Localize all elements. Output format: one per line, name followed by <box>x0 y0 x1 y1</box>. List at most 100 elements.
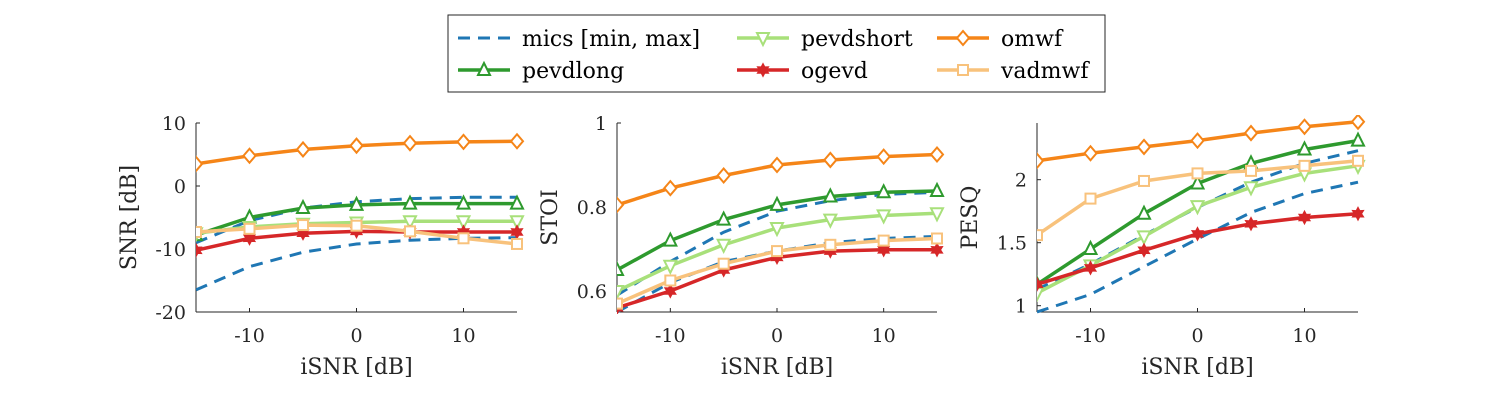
data-point-pevdlong <box>295 198 311 215</box>
legend-marker-pevdlong <box>476 60 492 76</box>
data-point-pevdshort <box>509 215 525 231</box>
data-point-pevdlong <box>617 260 625 276</box>
data-point-vadmwf <box>1037 229 1043 242</box>
panel-1: -10 0 10 -20 -10 0 10 iSNR [dB] SNR [dB] <box>117 113 525 380</box>
data-point-pevdshort <box>769 222 785 238</box>
data-point-ogevd <box>1351 206 1365 222</box>
data-point-pevdlong <box>455 194 472 210</box>
data-point-omwf <box>663 179 678 197</box>
data-point-pevdshort <box>876 209 892 225</box>
x-tick-label: 0 <box>771 325 783 347</box>
data-point-pevdshort <box>822 213 838 229</box>
data-point-omwf <box>1190 132 1205 150</box>
data-point-pevdlong <box>716 210 732 226</box>
y-tick-label: 10 <box>162 113 186 135</box>
legend-box <box>447 14 1106 93</box>
data-point-ogevd <box>242 230 257 246</box>
data-point-ogevd <box>1137 242 1151 258</box>
legend: mics [min, max] pevdlong pevdshort ogevd omw… <box>447 14 1106 93</box>
data-point-pevdlong <box>402 194 418 210</box>
x-axis-label: iSNR [dB] <box>300 355 412 380</box>
plot-area <box>617 145 945 314</box>
data-point-ogevd <box>1190 226 1205 242</box>
x-tick-label: 10 <box>872 325 896 347</box>
data-point-omwf <box>196 155 204 173</box>
panel-2: -10 0 10 0.6 0.8 1 iSNR [dB] STOI <box>538 113 945 380</box>
data-point-vadmwf <box>457 232 470 245</box>
data-point-pevdlong <box>769 195 785 211</box>
legend-item: pevdshort <box>737 27 913 52</box>
data-point-vadmwf <box>1352 154 1364 167</box>
x-tick-label: 0 <box>1191 325 1203 347</box>
legend-label: mics [min, max] <box>522 27 700 52</box>
data-point-vadmwf <box>1245 164 1257 177</box>
data-point-vadmwf <box>1138 174 1150 187</box>
x-tick-label: 10 <box>451 325 475 347</box>
x-axis-label: iSNR [dB] <box>721 355 833 380</box>
data-point-omwf <box>1297 118 1312 136</box>
data-point-pevdshort <box>716 238 732 255</box>
y-axis-label: STOI <box>538 189 563 245</box>
data-point-pevdlong <box>662 231 678 247</box>
data-point-pevdshort <box>1037 287 1045 303</box>
data-point-ogevd <box>510 224 524 240</box>
data-point-vadmwf <box>877 234 890 247</box>
x-tick-label: -10 <box>234 325 265 347</box>
data-point-vadmwf <box>931 232 943 245</box>
y-tick-label: 0.6 <box>577 281 607 303</box>
data-point-omwf <box>823 151 838 169</box>
data-point-omwf <box>1083 144 1098 162</box>
data-point-pevdlong <box>1189 174 1206 190</box>
data-point-pevdshort <box>1136 230 1152 246</box>
data-point-omwf <box>402 134 418 152</box>
y-tick-label: 1 <box>1015 296 1027 318</box>
y-tick-label: 2 <box>1015 170 1027 192</box>
data-point-ogevd <box>663 283 677 299</box>
data-point-vadmwf <box>243 222 256 235</box>
data-point-omwf <box>876 148 891 166</box>
data-point-pevdshort <box>617 285 625 301</box>
mics-min-line <box>196 236 518 292</box>
series-line-ogevd <box>1037 211 1359 286</box>
data-point-vadmwf <box>511 237 523 250</box>
data-point-pevdlong <box>929 181 945 198</box>
legend-item: vadmwf <box>937 59 1090 84</box>
data-point-pevdlong <box>876 183 892 199</box>
data-point-ogevd <box>196 242 203 258</box>
legend-label: omwf <box>1001 27 1064 52</box>
data-point-vadmwf <box>1298 159 1311 172</box>
legend-marker-omwf <box>955 29 971 47</box>
x-tick-label: 10 <box>1292 325 1316 347</box>
legend-label: vadmwf <box>1000 59 1090 84</box>
data-point-vadmwf <box>196 225 202 238</box>
x-tick-label: -10 <box>655 325 686 347</box>
data-point-ogevd <box>1083 260 1098 276</box>
y-tick-label: 0.8 <box>577 197 607 219</box>
data-point-vadmwf <box>1084 192 1097 205</box>
x-tick-label: -10 <box>1075 325 1106 347</box>
data-point-pevdshort <box>1189 200 1206 216</box>
legend-marker-ogevd <box>756 62 770 78</box>
data-point-omwf <box>769 156 785 174</box>
legend-label: pevdshort <box>801 27 913 52</box>
y-axis-label: SNR [dB] <box>117 165 142 270</box>
data-point-vadmwf <box>771 245 783 258</box>
data-point-omwf <box>1136 138 1152 156</box>
data-point-pevdlong <box>1136 204 1152 220</box>
data-point-vadmwf <box>717 257 730 270</box>
data-point-vadmwf <box>617 297 623 310</box>
data-point-omwf <box>716 166 731 185</box>
data-point-pevdlong <box>348 195 365 211</box>
panel-3: -10 0 10 1 1.5 2 iSNR [dB] PESQ <box>958 115 1366 380</box>
data-point-pevdshort <box>455 215 472 231</box>
legend-label: pevdlong <box>522 59 624 84</box>
legend-item: ogevd <box>737 59 868 84</box>
data-point-pevdlong <box>822 187 838 203</box>
x-axis-label: iSNR [dB] <box>1141 355 1253 380</box>
data-point-vadmwf <box>1191 167 1204 180</box>
data-point-pevdlong <box>1350 131 1366 147</box>
legend-item: mics [min, max] <box>458 27 700 52</box>
plot-area <box>1037 115 1366 314</box>
